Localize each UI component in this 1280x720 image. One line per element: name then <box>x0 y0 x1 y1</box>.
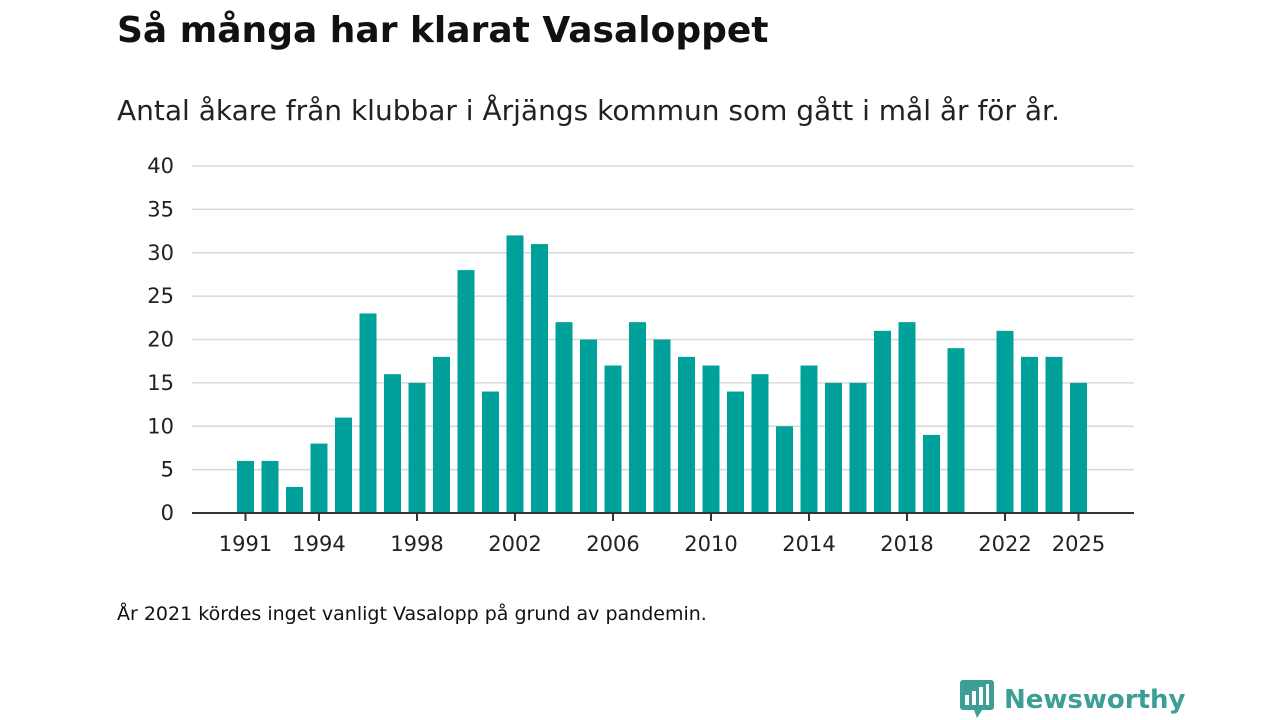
bar-1993 <box>286 486 303 513</box>
bar-2023 <box>1021 356 1038 513</box>
bar-1992 <box>261 460 279 513</box>
chart-title: Så många har klarat Vasaloppet <box>117 10 769 51</box>
y-axis-ticks: 0 5 10 15 20 25 30 35 40 <box>147 154 174 525</box>
bar-2006 <box>604 365 622 513</box>
bar-2008 <box>653 339 671 513</box>
bar-1995 <box>335 417 352 513</box>
bar-2011 <box>727 391 744 513</box>
x-tick-label: 1994 <box>292 532 345 556</box>
bar-2004 <box>555 322 573 513</box>
bar-1991 <box>237 460 254 513</box>
brand-logo: Newsworthy <box>960 680 1185 720</box>
x-axis-ticks: 1991 1994 1998 2002 2006 2010 2014 2018 2022 2025 <box>219 513 1105 556</box>
y-tick-label: 0 <box>161 501 174 525</box>
bar-1996 <box>359 313 377 513</box>
bar-2024 <box>1045 356 1063 513</box>
x-tick-label: 2002 <box>488 532 541 556</box>
bar-2019 <box>923 434 940 513</box>
y-tick-label: 5 <box>161 458 174 482</box>
bar-2000 <box>457 270 475 513</box>
bar-2017 <box>874 330 891 513</box>
bar-2001 <box>482 391 499 513</box>
bar-1994 <box>310 443 328 513</box>
x-tick-label: 2010 <box>684 532 737 556</box>
y-tick-label: 35 <box>147 197 174 221</box>
bar-1997 <box>384 374 401 513</box>
bar-2009 <box>678 356 695 513</box>
bar-2025 <box>1070 382 1087 514</box>
x-tick-label: 2014 <box>782 532 835 556</box>
bar-2016 <box>849 382 867 514</box>
x-tick-label: 2025 <box>1052 532 1105 556</box>
x-tick-label: 2006 <box>586 532 639 556</box>
bar-2018 <box>898 322 916 513</box>
y-tick-label: 20 <box>147 328 174 352</box>
y-tick-label: 15 <box>147 371 174 395</box>
newsworthy-logo-icon <box>960 680 994 718</box>
x-tick-label: 1998 <box>390 532 443 556</box>
bar-2014 <box>800 365 818 513</box>
bar-1999 <box>433 356 450 513</box>
bar-2007 <box>629 322 646 513</box>
bar-2013 <box>776 426 793 513</box>
bars <box>237 235 1087 514</box>
brand-name: Newsworthy <box>1004 685 1186 715</box>
bar-2012 <box>751 374 769 513</box>
y-tick-label: 10 <box>147 414 174 438</box>
footnote: År 2021 kördes inget vanligt Vasalopp på… <box>117 603 707 625</box>
bar-2003 <box>531 244 548 513</box>
x-tick-label: 2022 <box>978 532 1031 556</box>
y-tick-label: 40 <box>147 154 174 178</box>
chart-subtitle: Antal åkare från klubbar i Årjängs kommu… <box>117 94 1060 127</box>
x-tick-label: 1991 <box>219 532 272 556</box>
y-tick-label: 25 <box>147 284 174 308</box>
bar-2022 <box>996 330 1014 513</box>
y-tick-label: 30 <box>147 241 174 265</box>
bar-2010 <box>702 365 720 513</box>
bar-2020 <box>947 348 965 513</box>
x-tick-label: 2018 <box>880 532 933 556</box>
bar-2015 <box>825 382 842 514</box>
bar-1998 <box>408 382 426 514</box>
bar-2002 <box>506 235 524 513</box>
bar-2005 <box>580 339 597 513</box>
